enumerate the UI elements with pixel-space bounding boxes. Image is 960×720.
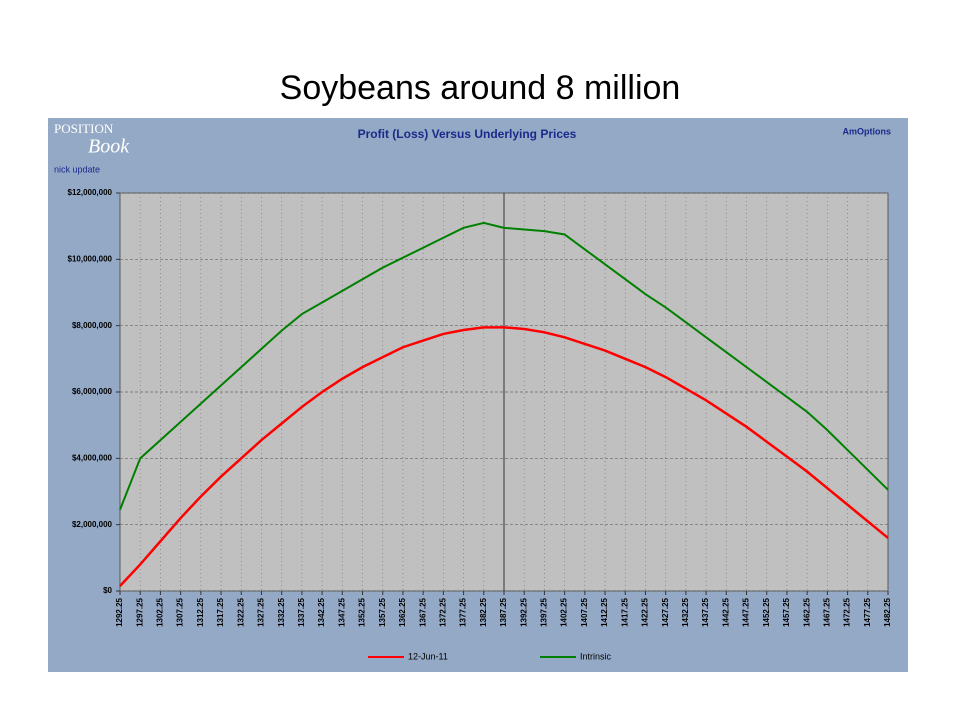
x-tick-label: 1482.25 [883,597,892,626]
y-tick-label: $0 [103,586,112,595]
y-tick-label: $2,000,000 [72,520,113,529]
x-tick-label: 1427.25 [661,597,670,626]
x-tick-label: 1417.25 [620,597,629,626]
x-tick-label: 1462.25 [802,597,811,626]
x-tick-label: 1362.25 [398,597,407,626]
x-tick-label: 1402.25 [560,597,569,626]
x-tick-label: 1437.25 [701,597,710,626]
y-tick-label: $4,000,000 [72,453,113,462]
x-tick-label: 1397.25 [540,597,549,626]
x-tick-label: 1352.25 [358,597,367,626]
x-tick-label: 1477.25 [863,597,872,626]
logo-top: POSITION [54,121,114,136]
x-tick-label: 1432.25 [681,597,690,626]
slide-title: Soybeans around 8 million [280,69,681,107]
note: nick update [54,164,100,174]
brand: AmOptions [843,126,892,136]
x-tick-label: 1307.25 [176,597,185,626]
y-tick-label: $6,000,000 [72,387,113,396]
x-tick-label: 1367.25 [418,597,427,626]
x-tick-label: 1372.25 [438,597,447,626]
legend-label: 12-Jun-11 [408,651,448,661]
x-tick-label: 1337.25 [297,597,306,626]
x-tick-label: 1472.25 [843,597,852,626]
x-tick-label: 1377.25 [459,597,468,626]
x-tick-label: 1297.25 [135,597,144,626]
y-tick-label: $12,000,000 [68,188,113,197]
x-tick-label: 1317.25 [216,597,225,626]
y-tick-label: $10,000,000 [68,254,113,263]
x-tick-label: 1302.25 [156,597,165,626]
x-tick-label: 1322.25 [236,597,245,626]
x-tick-label: 1347.25 [337,597,346,626]
series-line [119,326,889,587]
x-tick-label: 1407.25 [580,597,589,626]
chart-title: Profit (Loss) Versus Underlying Prices [358,127,577,141]
x-tick-label: 1292.25 [115,597,124,626]
y-tick-label: $8,000,000 [72,321,113,330]
x-tick-label: 1452.25 [762,597,771,626]
x-tick-label: 1457.25 [782,597,791,626]
x-tick-label: 1442.25 [721,597,730,626]
series-line [119,221,889,511]
x-tick-label: 1327.25 [257,597,266,626]
x-tick-label: 1382.25 [479,597,488,626]
x-tick-label: 1342.25 [317,597,326,626]
logo-bottom: Book [88,136,130,158]
x-tick-label: 1387.25 [499,597,508,626]
x-tick-label: 1467.25 [822,597,831,626]
x-tick-label: 1422.25 [641,597,650,626]
x-tick-label: 1412.25 [600,597,609,626]
x-tick-label: 1357.25 [378,597,387,626]
x-tick-label: 1332.25 [277,597,286,626]
x-tick-label: 1392.25 [519,597,528,626]
x-tick-label: 1447.25 [742,597,751,626]
x-tick-label: 1312.25 [196,597,205,626]
legend-label: Intrinsic [580,651,612,661]
